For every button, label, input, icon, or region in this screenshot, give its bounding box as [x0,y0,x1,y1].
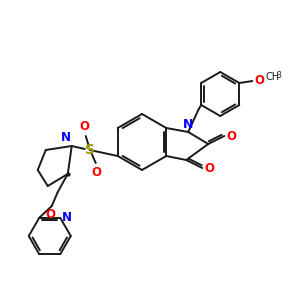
Text: O: O [46,208,56,221]
Text: O: O [226,130,236,142]
Text: N: N [183,118,194,131]
Text: O: O [92,166,102,179]
Text: O: O [254,74,264,86]
Text: O: O [80,120,90,133]
Text: N: N [62,211,72,224]
Text: N: N [61,131,71,144]
Text: 3: 3 [276,71,281,80]
Text: O: O [204,161,214,175]
Text: S: S [85,143,95,157]
Text: CH: CH [265,72,279,82]
